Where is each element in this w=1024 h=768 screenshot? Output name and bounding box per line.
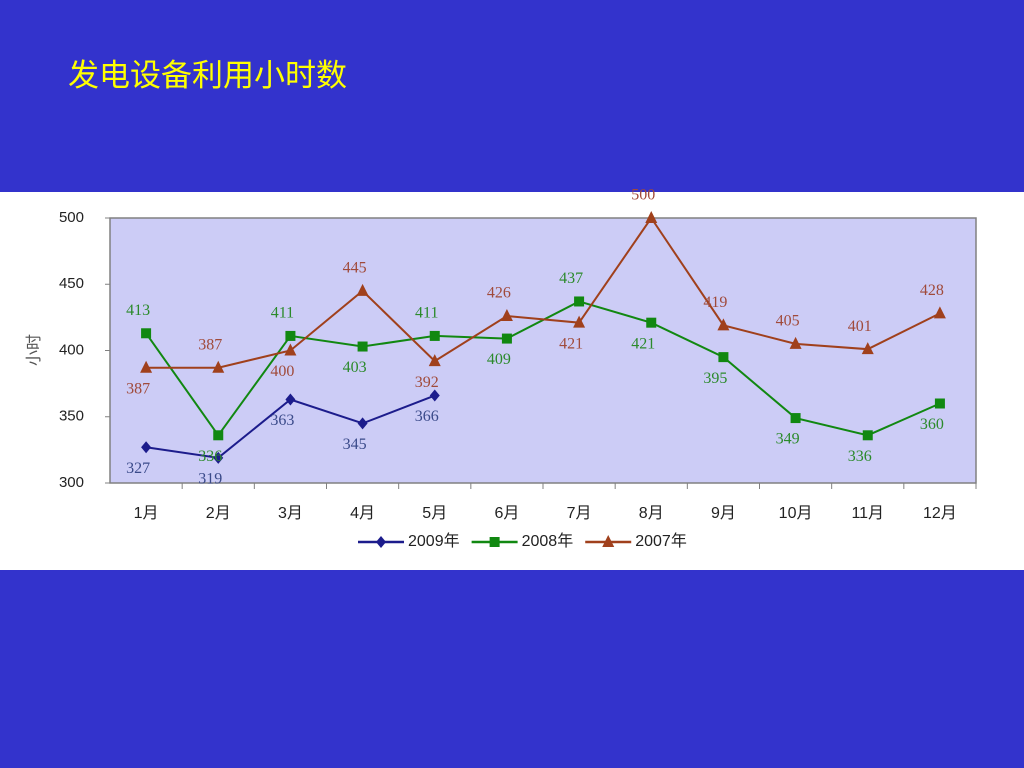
marker (376, 536, 386, 548)
data-label: 349 (776, 431, 800, 448)
data-label: 400 (270, 363, 294, 380)
marker (141, 441, 152, 454)
marker (717, 318, 730, 331)
marker (357, 417, 368, 430)
marker (357, 341, 368, 352)
marker (429, 330, 440, 341)
marker (574, 296, 585, 307)
y-tick-label: 450 (59, 275, 84, 292)
data-label: 363 (270, 412, 294, 429)
data-label: 428 (920, 282, 944, 299)
data-label: 405 (776, 313, 800, 330)
marker (213, 430, 224, 441)
legend-label: 2009年 (408, 532, 460, 550)
data-label: 345 (343, 436, 367, 453)
data-label: 409 (487, 351, 511, 368)
data-label: 387 (198, 336, 222, 353)
plot-area (109, 217, 977, 484)
data-label: 395 (703, 370, 727, 387)
marker (500, 309, 513, 322)
data-label: 421 (631, 335, 655, 352)
marker (933, 306, 946, 319)
marker (934, 398, 945, 409)
data-label: 413 (126, 302, 150, 319)
marker (789, 336, 802, 349)
legend-label: 2007年 (635, 532, 687, 550)
data-label: 366 (415, 408, 439, 425)
data-label: 327 (126, 460, 150, 477)
x-tick-label: 5月 (422, 505, 447, 522)
data-label: 392 (415, 374, 439, 391)
data-label: 336 (848, 448, 872, 465)
slide-title: 发电设备利用小时数 (68, 58, 347, 93)
y-tick-label: 500 (59, 209, 84, 226)
x-tick-label: 8月 (639, 505, 664, 522)
marker (141, 328, 152, 339)
marker (213, 451, 224, 464)
marker (862, 430, 873, 441)
marker (285, 393, 296, 406)
x-tick-label: 6月 (494, 505, 519, 522)
x-tick-label: 9月 (711, 505, 736, 522)
marker (212, 360, 225, 373)
y-axis-label: 小时 (25, 334, 43, 366)
marker (861, 342, 874, 355)
marker (790, 413, 801, 424)
marker (501, 333, 512, 344)
data-label: 437 (559, 270, 583, 287)
x-tick-label: 3月 (278, 505, 303, 522)
marker (140, 360, 153, 373)
data-label: 426 (487, 285, 511, 302)
series-line (146, 216, 941, 369)
x-tick-label: 10月 (779, 505, 813, 522)
marker (428, 354, 441, 367)
data-label: 411 (415, 305, 438, 322)
marker (429, 389, 440, 402)
data-label: 445 (343, 260, 367, 277)
data-label: 403 (343, 359, 367, 376)
data-label: 401 (848, 318, 872, 335)
marker (356, 283, 369, 296)
marker (718, 352, 729, 363)
marker (284, 343, 297, 356)
marker (602, 535, 615, 547)
marker (573, 315, 586, 328)
marker (646, 317, 657, 328)
x-tick-label: 2月 (206, 505, 231, 522)
data-label: 419 (703, 294, 727, 311)
data-label: 387 (126, 380, 150, 397)
data-label: 421 (559, 335, 583, 352)
data-label: 411 (271, 305, 294, 322)
y-tick-label: 350 (59, 408, 84, 425)
data-label: 319 (198, 470, 222, 487)
marker (645, 211, 658, 223)
legend-label: 2008年 (522, 532, 574, 550)
data-label: 360 (920, 416, 944, 433)
x-tick-label: 12月 (923, 505, 957, 522)
y-tick-label: 300 (59, 474, 84, 491)
x-tick-label: 11月 (851, 505, 884, 522)
x-tick-label: 7月 (567, 505, 592, 522)
data-label: 500 (631, 187, 655, 204)
x-tick-label: 4月 (350, 505, 375, 522)
y-tick-label: 400 (59, 341, 84, 358)
x-tick-label: 1月 (134, 505, 159, 522)
marker (285, 330, 296, 341)
marker (489, 537, 500, 547)
data-label: 336 (198, 448, 222, 465)
